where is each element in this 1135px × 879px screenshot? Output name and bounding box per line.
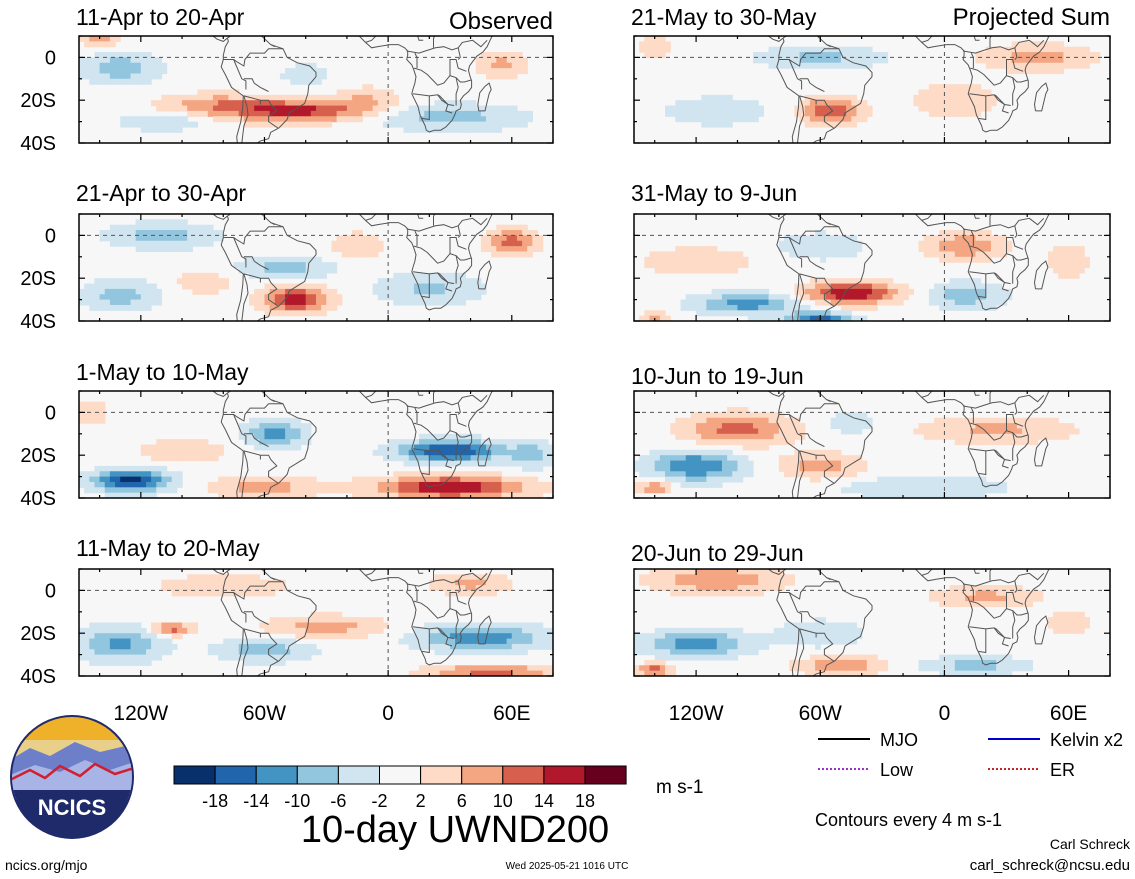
panel-frame (633, 390, 1111, 499)
ncics-logo: NCICS (10, 715, 134, 839)
logo-text: NCICS (38, 795, 106, 820)
panel-right-1: 020S40S31-May to 9-Jun (631, 180, 1111, 322)
y-tick-label: 40S (20, 488, 56, 510)
timestamp: Wed 2025-05-21 1016 UTC (506, 861, 629, 872)
y-tick-label: 0 (45, 580, 56, 602)
panel-frame (78, 390, 554, 499)
y-tick-label: 20S (20, 90, 56, 112)
anomaly-field (634, 391, 1110, 498)
panel-title: 11-May to 20-May (76, 535, 260, 561)
x-tick-label: 120W (669, 702, 724, 725)
legend-label: ER (1050, 760, 1075, 780)
panel-right-3: 020S40S20-Jun to 29-Jun (631, 540, 1111, 677)
panel-title: 11-Apr to 20-Apr (76, 4, 245, 30)
panel-frame (78, 35, 554, 144)
colorbar-swatch (379, 765, 422, 785)
panel-grid: 0 20S 40S 11-Apr to 20-Apr 0 20S 40S 21-Apr to … (20, 4, 1111, 688)
panel-left-2: 0 20S 40S 1-May to 10-May (20, 359, 554, 510)
panel-title: 21-May to 30-May (631, 4, 817, 30)
x-tick-label: 0 (939, 702, 951, 725)
x-tick-label: 60W (799, 702, 842, 725)
colorbar-swatch (337, 765, 380, 785)
y-tick-label: 0 (45, 47, 56, 69)
colorbar-tick-label: -6 (330, 791, 346, 811)
colorbar-tick-label: 10 (493, 791, 513, 811)
panel-title: 10-Jun to 19-Jun (631, 363, 804, 389)
wave-legend: MJO Kelvin x2 Low ER (818, 730, 1123, 780)
coastlines (212, 391, 493, 498)
units-label: m s-1 (656, 777, 704, 798)
y-tick-label: 40S (20, 311, 56, 333)
panel-left-1: 0 20S 40S 21-Apr to 30-Apr (20, 180, 554, 333)
anomaly-field (634, 214, 1110, 321)
anomaly-field (79, 36, 553, 143)
legend-label: Kelvin x2 (1050, 730, 1123, 750)
y-tick-label: 20S (20, 623, 56, 645)
colorbar-tick-label: 6 (457, 791, 467, 811)
colorbar-swatch (584, 765, 627, 785)
y-tick-label: 20S (20, 445, 56, 467)
coastlines (767, 569, 1050, 676)
y-tick-label: 40S (20, 666, 56, 688)
colorbar-tick-label: -18 (202, 791, 228, 811)
colorbar-tick-label: -2 (371, 791, 387, 811)
y-tick-label: 40S (20, 133, 56, 155)
panel-frame (633, 213, 1111, 322)
x-tick-label: 60E (1050, 702, 1087, 725)
colorbar-tick-label: -10 (284, 791, 310, 811)
panel-frame (78, 568, 554, 677)
x-tick-label: 0 (382, 702, 394, 725)
colorbar-swatch (543, 765, 586, 785)
anomaly-field (634, 36, 1110, 143)
legend-label: MJO (880, 730, 918, 750)
y-tick-label: 20S (20, 268, 56, 290)
author-email: carl_schreck@ncsu.edu (970, 857, 1130, 874)
colorbar-swatch (173, 765, 216, 785)
panel-title: 1-May to 10-May (76, 359, 249, 385)
contour-note: Contours every 4 m s-1 (815, 810, 1002, 830)
coastlines (767, 36, 1050, 143)
panel-right-2: 020S40S10-Jun to 19-Jun (631, 363, 1111, 499)
anomaly-field (79, 569, 553, 676)
anomaly-field (79, 391, 553, 498)
colorbar-swatch (502, 765, 545, 785)
panel-frame (633, 568, 1111, 677)
anomaly-field (79, 214, 553, 321)
panel-left-3: 0 20S 40S 11-May to 20-May (20, 535, 554, 688)
colorbar-tick-label: 18 (575, 791, 595, 811)
y-tick-label: 0 (45, 225, 56, 247)
panel-left-0: 0 20S 40S 11-Apr to 20-Apr (20, 4, 554, 155)
y-tick-label: 0 (45, 402, 56, 424)
colorbar-swatch (420, 765, 463, 785)
legend-label: Low (880, 760, 914, 780)
x-tick-label: 60W (243, 702, 286, 725)
panel-title: 31-May to 9-Jun (631, 180, 797, 206)
author-name: Carl Schreck (1050, 836, 1131, 852)
x-tick-label: 60E (493, 702, 530, 725)
panel-title: 21-Apr to 30-Apr (76, 180, 246, 206)
colorbar-tick-label: 2 (416, 791, 426, 811)
coastlines (767, 391, 1050, 498)
x-axis-labels: 120W 60W 0 60E 120W 60W 0 60E (113, 702, 1087, 725)
colorbar-tick-label: 14 (534, 791, 554, 811)
x-tick-label: 120W (113, 702, 168, 725)
panel-frame (78, 213, 554, 322)
anomaly-field (634, 569, 1110, 676)
colorbar-swatch (214, 765, 257, 785)
panel-title: 20-Jun to 29-Jun (631, 540, 804, 566)
panel-frame (633, 35, 1111, 144)
site-link[interactable]: ncics.org/mjo (5, 857, 88, 873)
colorbar: -18 -14 -10 -6 -2 2 6 10 14 18 (173, 765, 627, 811)
projected-sum-label: Projected Sum (953, 4, 1110, 31)
figure-title: 10-day UWND200 (301, 809, 609, 851)
observed-label: Observed (449, 8, 553, 35)
colorbar-swatch (255, 765, 298, 785)
colorbar-swatch (461, 765, 504, 785)
colorbar-swatch (296, 765, 339, 785)
colorbar-tick-label: -14 (243, 791, 269, 811)
